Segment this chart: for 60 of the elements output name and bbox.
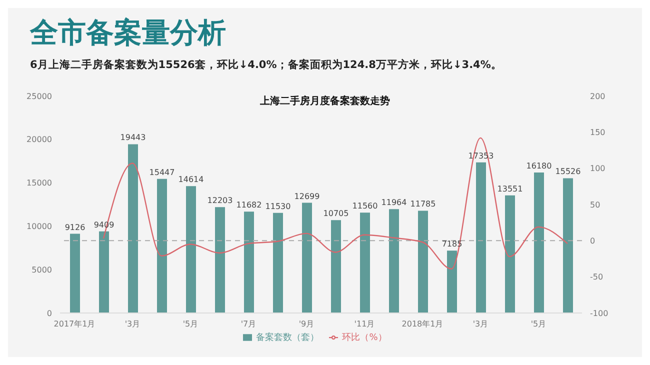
y2-tick-label: -100	[590, 308, 608, 318]
x-tick-label: '11月	[354, 320, 375, 329]
data-label: 11785	[410, 200, 436, 209]
bar	[99, 231, 109, 313]
bar	[331, 220, 341, 313]
data-label: 15526	[555, 167, 581, 176]
data-label: 11530	[265, 202, 291, 211]
y2-tick-label: -50	[590, 272, 604, 282]
bar	[273, 212, 283, 313]
y2-tick-label: 0	[590, 236, 596, 246]
y-tick-label: 10000	[26, 222, 52, 232]
annotation: 上海二手房月度备案套数走势	[260, 96, 390, 107]
y-tick-label: 20000	[26, 135, 52, 144]
bar	[157, 178, 167, 313]
legend-label: 环比（%）	[342, 333, 387, 343]
bar	[447, 250, 457, 313]
bar	[215, 207, 225, 313]
data-label: 11560	[352, 202, 378, 211]
x-tick-label: '5月	[182, 320, 198, 329]
bar	[186, 186, 196, 313]
bar	[128, 144, 138, 313]
x-tick-label: '9月	[298, 320, 314, 329]
data-label: 12699	[294, 192, 320, 201]
y2-tick-label: 150	[590, 128, 606, 138]
y-tick-label: 15000	[26, 178, 52, 188]
x-tick-label: 2017年1月	[54, 320, 96, 329]
y2-tick-label: 100	[590, 164, 606, 174]
bar	[505, 195, 515, 313]
data-label: 9126	[64, 222, 86, 232]
bar	[70, 234, 80, 313]
y-tick-label: 5000	[32, 265, 52, 274]
data-label: 13551	[497, 184, 523, 194]
x-tick-label: 2018年1月	[402, 320, 444, 329]
data-label: 11964	[381, 198, 407, 208]
bar	[418, 210, 428, 313]
bar	[476, 162, 486, 313]
y2-tick-label: 200	[590, 92, 606, 101]
data-label: 19443	[120, 133, 146, 142]
data-label: 16180	[526, 162, 552, 171]
bar	[244, 212, 254, 313]
chart-title: 全市备案量分析	[28, 15, 227, 51]
data-label: 14614	[178, 175, 204, 184]
chart-subtitle: 6月上海二手房备案套数为15526套，环比↓4.0%；备案面积为124.8万平方米，环比↓3.4%。	[29, 58, 503, 73]
y2-tick-label: 50	[590, 200, 600, 210]
data-label: 10705	[323, 209, 349, 218]
data-label: 12203	[207, 196, 233, 206]
y-tick-label: 0	[46, 308, 52, 318]
y-tick-label: 25000	[26, 92, 52, 101]
legend-label: 备案套数（套）	[256, 333, 320, 343]
x-tick-label: '3月	[472, 320, 488, 329]
data-label: 15447	[149, 168, 175, 177]
bar	[360, 212, 370, 313]
bar	[302, 202, 312, 313]
x-tick-label: '5月	[530, 320, 546, 329]
data-label: 11682	[236, 200, 262, 210]
x-tick-label: '3月	[124, 320, 140, 329]
x-tick-label: '7月	[240, 320, 256, 329]
bar	[534, 172, 544, 313]
bar	[563, 178, 573, 313]
bar	[389, 209, 399, 313]
